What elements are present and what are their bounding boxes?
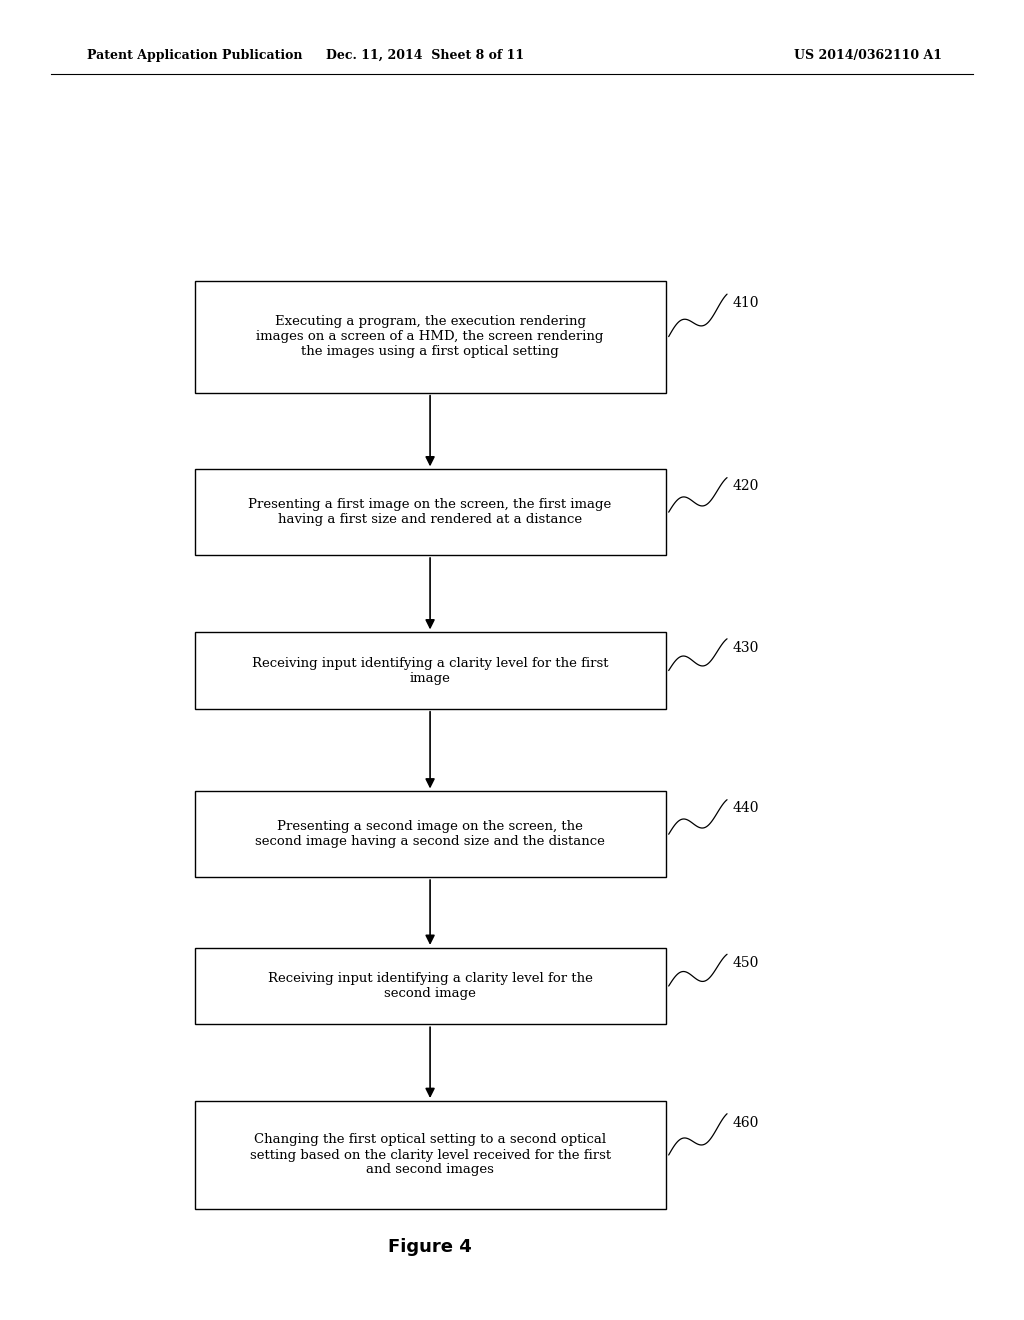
FancyBboxPatch shape [195,281,666,393]
Text: Patent Application Publication: Patent Application Publication [87,49,302,62]
Text: Receiving input identifying a clarity level for the
second image: Receiving input identifying a clarity le… [267,972,593,1001]
Text: 410: 410 [732,296,759,310]
Text: 430: 430 [732,640,759,655]
Text: 450: 450 [732,956,759,970]
Text: 420: 420 [732,479,759,494]
FancyBboxPatch shape [195,632,666,709]
Text: 440: 440 [732,801,759,816]
FancyBboxPatch shape [195,469,666,554]
Text: Receiving input identifying a clarity level for the first
image: Receiving input identifying a clarity le… [252,656,608,685]
Text: Presenting a second image on the screen, the
second image having a second size a: Presenting a second image on the screen,… [255,820,605,849]
Text: Presenting a first image on the screen, the first image
having a first size and : Presenting a first image on the screen, … [249,498,611,527]
Text: Figure 4: Figure 4 [388,1238,472,1257]
FancyBboxPatch shape [195,791,666,876]
Text: Changing the first optical setting to a second optical
setting based on the clar: Changing the first optical setting to a … [250,1134,610,1176]
Text: Dec. 11, 2014  Sheet 8 of 11: Dec. 11, 2014 Sheet 8 of 11 [326,49,524,62]
Text: Executing a program, the execution rendering
images on a screen of a HMD, the sc: Executing a program, the execution rende… [256,315,604,358]
FancyBboxPatch shape [195,948,666,1024]
Text: US 2014/0362110 A1: US 2014/0362110 A1 [794,49,942,62]
FancyBboxPatch shape [195,1101,666,1209]
Text: 460: 460 [732,1115,759,1130]
